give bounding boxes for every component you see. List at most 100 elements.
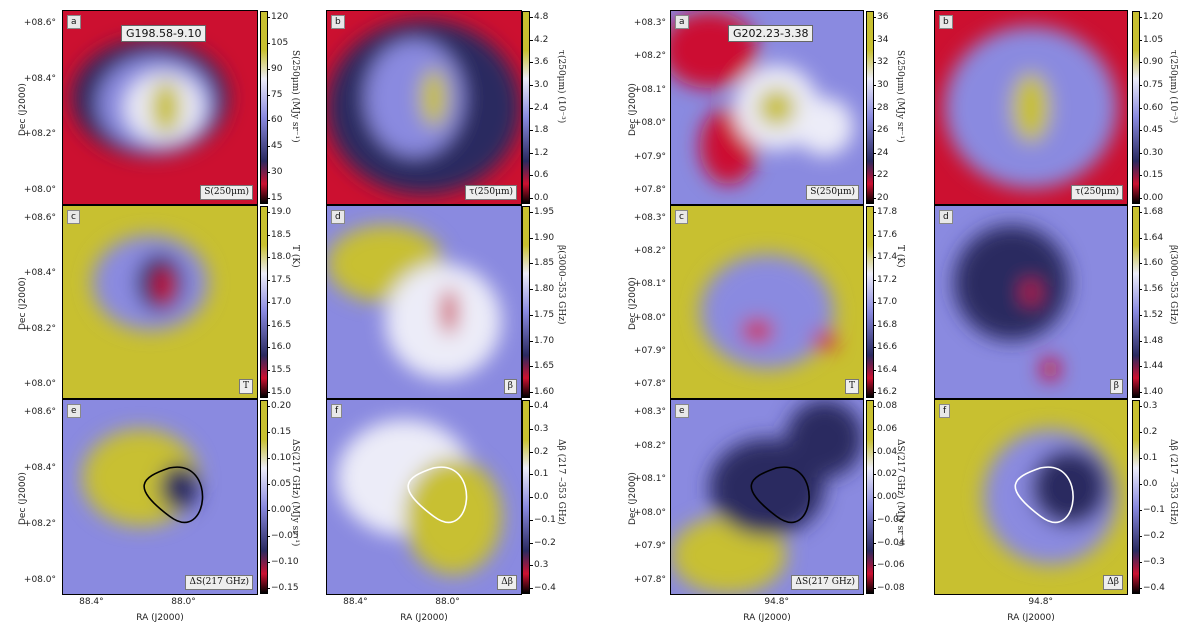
colorbar-tick-label: 1.52 [1138,309,1164,320]
colorbar [522,400,530,594]
map-feature [786,400,863,478]
colorbar-tick-label: 0.08 [872,401,898,411]
colorbar-tick-label: 24 [872,147,889,158]
map-feature [671,516,787,594]
colorbar-tick-label: 1.48 [1138,335,1164,346]
colorbar-tick-label: 1.80 [529,284,555,295]
colorbar-label: S(250μm) (MJy sr⁻¹) [895,50,905,143]
colorbar-label: T (K) [895,245,905,268]
colorbar-tick-label: −0.08 [873,583,905,593]
y-tick-label: +08.2° [23,129,56,140]
colorbar-tick-label: 0.30 [1138,147,1164,158]
panel-letter: b [331,15,345,29]
map-panel-a: a S(250μm) G198.58-9.10 [62,10,258,205]
colorbar-tick-label: 0.00 [1138,193,1164,203]
field-title: G202.23-3.38 [728,25,814,42]
panel-quantity-label: S(250μm) [200,185,253,200]
x-axis-label: RA (J2000) [1007,613,1055,623]
colorbar-tick-label: 1.85 [529,258,555,269]
panel-quantity-label: ΔS(217 GHz) [185,575,253,590]
colorbar-tick-label: 17.6 [872,229,898,240]
colorbar-label: T (K) [290,245,300,268]
y-tick-label: +08.0° [23,575,56,585]
y-tick-label: +08.6° [23,407,56,417]
colorbar [522,11,530,204]
colorbar-tick-label: 18.0 [266,252,292,262]
colorbar-tick-label: −0.2 [1139,531,1165,541]
panel-letter: f [939,404,951,418]
y-tick-label: +08.3° [633,213,666,223]
y-tick-label: +07.9° [633,345,666,356]
colorbar-tick-label: 0.75 [1138,79,1164,90]
colorbar-tick-label: 3.6 [529,57,549,68]
map-image [63,11,257,204]
y-tick-label: +08.0° [633,118,666,129]
map-image [935,206,1127,398]
map-feature [154,267,174,306]
colorbar-tick-label: 17.8 [872,207,898,217]
colorbar-tick-label: 0.04 [872,446,898,457]
colorbar-tick-label: 0.90 [1138,57,1164,68]
panel-quantity-label: Δβ [497,575,517,590]
map-feature [404,458,502,575]
y-tick-label: +07.9° [633,541,666,552]
map-feature [1040,357,1060,381]
panel-letter: a [67,15,81,29]
y-tick-label: +08.2° [633,440,666,451]
y-axis-label: Dec (J2000) [628,277,638,330]
colorbar-tick-label: 20 [872,193,889,203]
map-image [935,400,1127,594]
colorbar-tick-label: −0.02 [873,514,905,525]
colorbar-tick-label: 17.0 [872,297,898,307]
map-feature [441,288,457,335]
colorbar-tick-label: 0.1 [529,469,549,480]
y-tick-label: +08.6° [23,213,56,223]
panel-quantity-label: S(250μm) [806,185,859,200]
colorbar [522,206,530,398]
colorbar [1132,400,1140,594]
map-feature [954,225,1070,341]
y-tick-label: +07.8° [633,575,666,585]
x-tick-label: 88.0° [171,597,196,607]
map-feature [813,330,837,350]
colorbar-tick-label: 75 [266,89,283,100]
y-axis-label: Dec (J2000) [628,472,638,525]
map-image [327,11,521,204]
y-tick-label: +08.4° [23,268,56,279]
colorbar [260,11,268,204]
map-feature [365,39,463,156]
colorbar-tick-label: 0.3 [1138,401,1158,411]
x-tick-label: 88.4° [79,597,104,607]
colorbar-tick-label: 16.5 [266,319,292,330]
colorbar-tick-label: 1.40 [1138,387,1164,397]
panel-letter: e [675,404,689,418]
colorbar-tick-label: 34 [872,34,889,45]
colorbar-tick-label: −0.05 [267,531,299,541]
y-tick-label: +07.8° [633,379,666,389]
colorbar-tick-label: 105 [266,37,289,48]
colorbar-tick-label: 15 [266,193,283,203]
colorbar-tick-label: 0.0 [1138,479,1158,489]
y-axis-label: Dec (J2000) [18,82,28,136]
map-panel-b: b τ(250μm) [326,10,522,205]
colorbar-tick-label: 45 [266,141,283,152]
contour-line [750,466,810,524]
colorbar-tick-label: 36 [872,12,889,22]
colorbar-tick-label: 16.6 [872,342,898,352]
x-tick-label: 94.8° [1028,597,1053,607]
colorbar-tick-label: 16.8 [872,319,898,330]
map-feature [150,80,182,135]
y-tick-label: +08.4° [23,73,56,84]
map-feature [742,319,773,343]
colorbar-tick-label: 0.00 [266,505,292,515]
panel-quantity-label: τ(250μm) [465,185,517,200]
panel-letter: e [67,404,81,418]
y-tick-label: +08.0° [23,185,56,195]
colorbar-tick-label: 4.8 [529,12,549,22]
map-panel-a: a S(250μm) G202.23-3.38 [670,10,864,205]
colorbar-tick-label: 1.90 [529,232,555,243]
panel-quantity-label: T [238,379,253,394]
colorbar-tick-label: 0.0 [529,492,549,502]
